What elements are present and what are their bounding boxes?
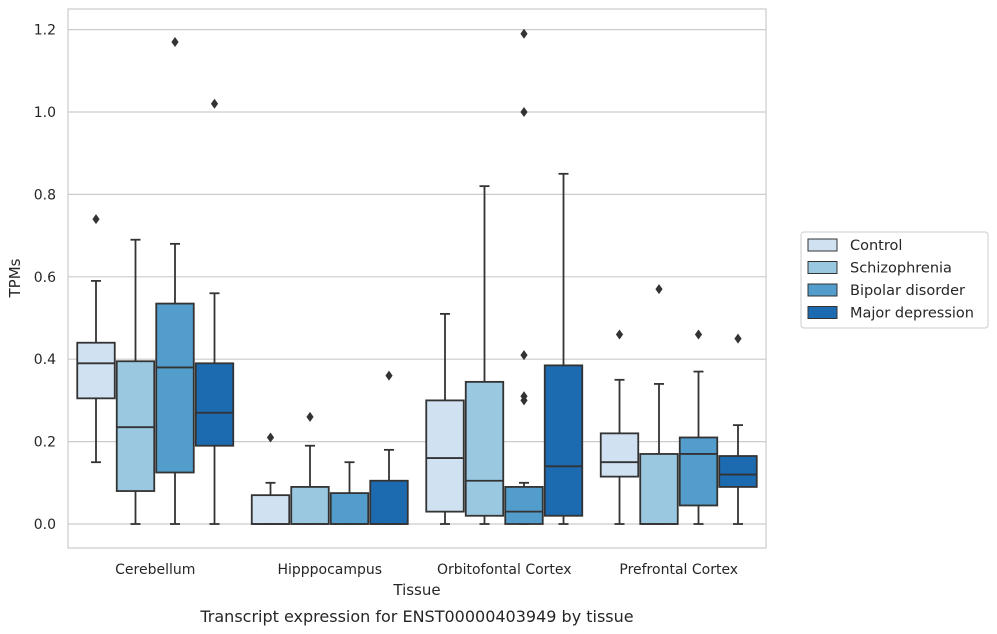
box-major-depression-3 — [718, 333, 758, 525]
box — [718, 455, 758, 488]
legend-label: Schizophrenia — [850, 261, 952, 277]
box — [329, 492, 370, 525]
y-tick-label: 0.4 — [34, 352, 56, 368]
box — [250, 494, 291, 525]
box-plots — [76, 28, 758, 525]
y-tick-label: 0.8 — [34, 187, 56, 203]
box-bipolar-disorder-0 — [155, 36, 195, 525]
x-tick-labels: Cerebellum Hipppocampus Orbitofontal Corte… — [115, 562, 738, 578]
box-major-depression-1 — [369, 370, 409, 525]
box-control-3 — [599, 329, 640, 525]
box — [194, 362, 235, 447]
y-tick-label: 1.2 — [34, 23, 56, 39]
y-tick-label: 1.0 — [34, 105, 56, 121]
y-tick-label: 0.2 — [34, 435, 56, 451]
outlier-point — [655, 284, 663, 295]
box — [504, 486, 544, 525]
box-schizophrenia-2 — [464, 185, 505, 525]
outlier-point — [266, 432, 275, 443]
box-bipolar-disorder-2 — [504, 28, 544, 525]
chart-caption: Transcript expression for ENST0000040394… — [199, 607, 633, 626]
box — [425, 399, 465, 513]
box — [115, 360, 156, 492]
legend: Control Schizophrenia Bipolar disorder Majo… — [800, 231, 989, 329]
outlier-point — [520, 350, 528, 361]
legend-swatch — [807, 261, 838, 274]
box — [290, 486, 330, 525]
box-schizophrenia-0 — [115, 238, 156, 525]
box — [155, 302, 195, 474]
legend-swatch — [807, 238, 838, 252]
outlier-point — [734, 333, 742, 344]
x-tick-label: Cerebellum — [115, 562, 195, 578]
outlier-point — [385, 370, 393, 381]
box-control-0 — [76, 214, 116, 464]
box — [599, 432, 640, 478]
outlier-point — [694, 329, 703, 340]
legend-label: Control — [850, 238, 902, 254]
legend-label: Major depression — [850, 306, 974, 322]
plot-frame — [67, 8, 767, 549]
legend-label: Bipolar disorder — [850, 283, 965, 299]
outlier-point — [92, 214, 100, 225]
box-control-2 — [425, 312, 465, 525]
outlier-point — [520, 28, 528, 39]
legend-frame — [800, 231, 989, 329]
box — [76, 341, 116, 400]
outlier-point — [171, 36, 179, 47]
y-tick-label: 0.6 — [34, 270, 56, 286]
y-tick-labels: 0.0 0.2 0.4 0.6 0.8 1.0 1.2 — [34, 23, 56, 533]
legend-swatch — [807, 306, 838, 319]
y-tick-label: 0.0 — [34, 517, 56, 533]
outlier-point — [210, 98, 219, 109]
box-schizophrenia-1 — [290, 411, 330, 525]
box — [464, 380, 505, 517]
legend-swatch — [807, 283, 838, 297]
box — [639, 453, 679, 525]
outlier-point — [520, 391, 528, 402]
x-tick-label: Prefrontal Cortex — [619, 562, 738, 578]
box-control-1 — [250, 432, 291, 525]
x-tick-label: Orbitofontal Cortex — [437, 562, 572, 578]
outlier-point — [520, 107, 528, 117]
box-schizophrenia-3 — [639, 284, 679, 525]
x-axis-label: Tissue — [392, 581, 440, 599]
outlier-point — [306, 411, 314, 422]
box — [678, 436, 719, 507]
box — [369, 479, 409, 525]
y-axis-label: TPMs — [6, 258, 24, 298]
box-bipolar-disorder-1 — [329, 461, 370, 525]
box-major-depression-2 — [543, 172, 584, 525]
box-bipolar-disorder-3 — [678, 329, 719, 525]
box-major-depression-0 — [194, 98, 235, 525]
box — [543, 364, 584, 517]
outlier-point — [615, 329, 624, 340]
x-tick-label: Hipppocampus — [277, 562, 382, 578]
